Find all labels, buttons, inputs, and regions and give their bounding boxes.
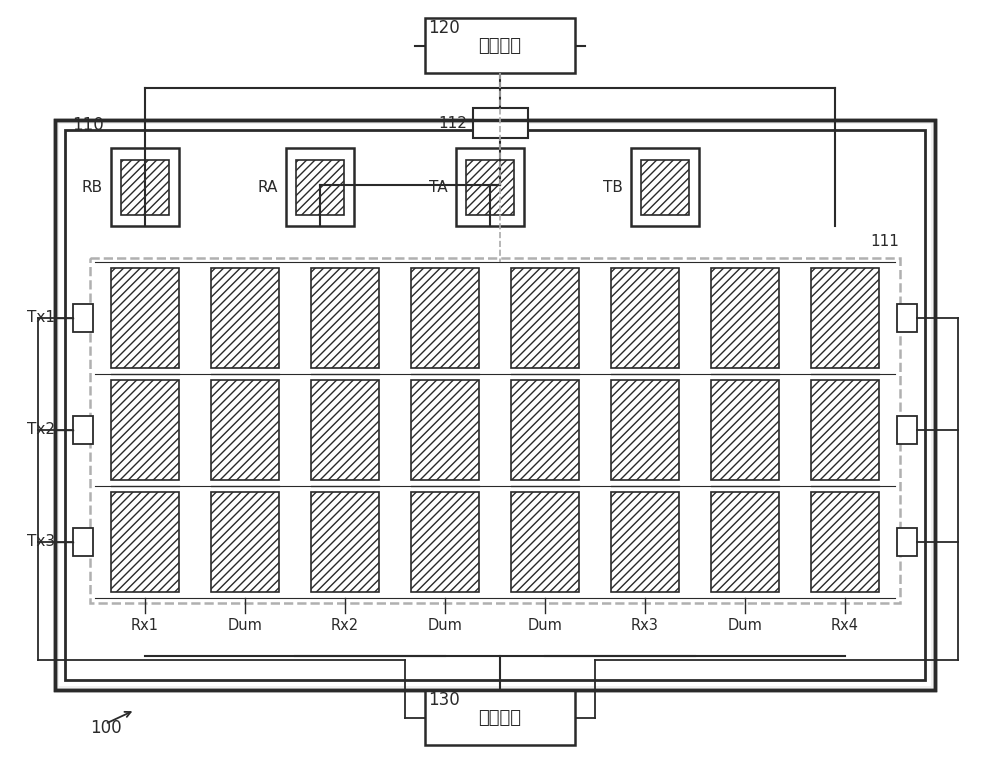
Bar [411,268,479,369]
Bar [473,108,528,138]
Text: 触控电路: 触控电路 [479,708,522,727]
Text: 100: 100 [90,719,122,737]
Bar [811,268,879,369]
Bar [811,379,879,480]
Bar [711,492,779,592]
Text: Dum: Dum [228,618,262,633]
Bar [811,492,879,592]
Text: RB: RB [82,179,103,195]
Text: 112: 112 [439,116,468,131]
Bar [73,416,93,444]
Bar [711,268,779,369]
Text: Tx3: Tx3 [27,534,55,549]
Bar [311,492,379,592]
Bar [90,258,900,603]
Bar [73,304,93,332]
Bar [121,160,169,214]
Bar [311,379,379,480]
Bar [411,492,479,592]
Bar [611,268,679,369]
Text: Dum: Dum [428,618,462,633]
Text: Tx2: Tx2 [27,423,55,438]
Text: Rx2: Rx2 [331,618,359,633]
Bar [711,379,779,480]
Bar [511,492,579,592]
Bar [641,160,689,214]
Bar [411,379,479,480]
Bar [897,528,917,556]
Bar [211,268,279,369]
Text: Dum: Dum [728,618,762,633]
Text: TB: TB [603,179,623,195]
Bar [425,18,575,73]
Bar [511,379,579,480]
Bar [59,124,931,686]
Bar [631,148,699,226]
Text: Tx1: Tx1 [27,311,55,325]
Text: RA: RA [258,179,278,195]
Text: 111: 111 [870,235,899,249]
Bar [286,148,354,226]
Text: 130: 130 [428,691,460,709]
Text: Rx4: Rx4 [831,618,859,633]
Bar [111,148,179,226]
Text: Rx3: Rx3 [631,618,659,633]
Bar [111,268,179,369]
Bar [73,528,93,556]
Bar [511,268,579,369]
Bar [311,268,379,369]
Bar [65,130,925,680]
Bar [111,492,179,592]
Text: TA: TA [429,179,448,195]
Text: 120: 120 [428,19,460,37]
Bar [611,379,679,480]
Text: Rx1: Rx1 [131,618,159,633]
Bar [111,379,179,480]
Bar [55,120,935,690]
Bar [211,492,279,592]
Bar [897,416,917,444]
Text: 110: 110 [72,116,104,134]
Text: 感测电路: 感测电路 [479,36,522,55]
Bar [456,148,524,226]
Bar [466,160,514,214]
Bar [425,690,575,745]
Text: Dum: Dum [528,618,562,633]
Bar [296,160,344,214]
Bar [55,120,935,690]
Bar [611,492,679,592]
Bar [211,379,279,480]
Bar [897,304,917,332]
